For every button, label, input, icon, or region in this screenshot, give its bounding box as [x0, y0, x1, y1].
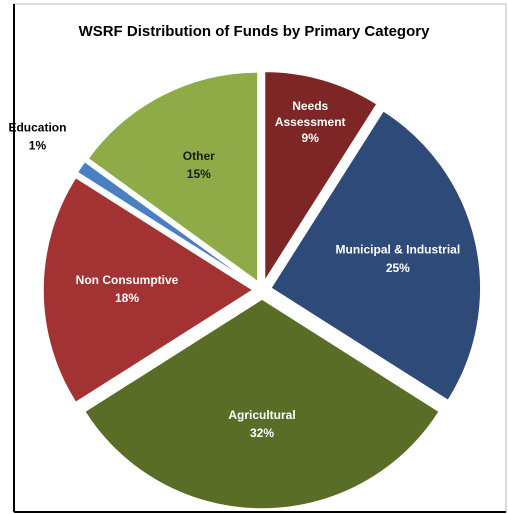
- slice-value-label: 18%: [115, 291, 139, 305]
- pie-slice: [83, 298, 441, 510]
- slice-label-line: Agricultural: [228, 408, 295, 422]
- slice-label: Other: [183, 149, 215, 163]
- slice-label-line: Municipal & Industrial: [336, 243, 461, 257]
- slice-value-label: 9%: [302, 131, 320, 145]
- slice-label: Agricultural: [228, 408, 295, 422]
- slice-label: Municipal & Industrial: [336, 243, 461, 257]
- pie-slice: [86, 71, 259, 284]
- slice-value-label: 32%: [250, 426, 274, 440]
- pie-slice: [42, 176, 255, 404]
- pie-slice: [263, 70, 379, 284]
- slice-label-line: Education: [8, 121, 66, 135]
- slice-label-line: Assessment: [275, 115, 346, 129]
- chart-title: WSRF Distribution of Funds by Primary Ca…: [79, 23, 431, 40]
- pie-slice: [76, 160, 255, 286]
- slice-label: Needs Assessment: [275, 99, 346, 129]
- slice-label: Education: [8, 121, 66, 135]
- slice-label-line: Needs: [292, 99, 328, 113]
- slice-value-label: 25%: [386, 261, 410, 275]
- slice-value-label: 1%: [29, 139, 47, 153]
- pie-slice: [269, 109, 482, 402]
- slice-label: Non Consumptive: [76, 273, 179, 287]
- slice-label-line: Non Consumptive: [76, 273, 179, 287]
- slice-label-line: Other: [183, 149, 215, 163]
- slice-value-label: 15%: [187, 167, 211, 181]
